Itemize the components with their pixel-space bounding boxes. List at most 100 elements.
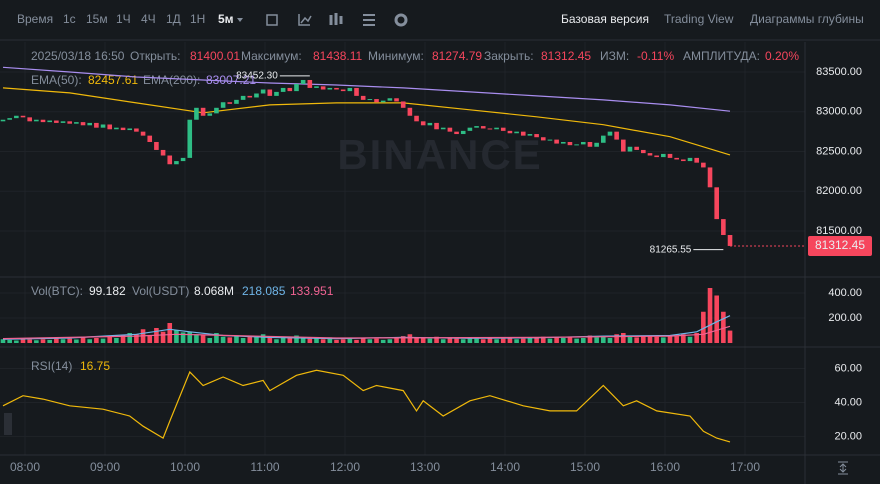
- volume-bar: [494, 339, 499, 343]
- candle: [87, 122, 93, 126]
- volume-bar: [400, 336, 406, 343]
- volume-bar: [674, 336, 679, 343]
- interval[interactable]: 15м: [86, 12, 108, 26]
- candle: [714, 187, 719, 220]
- legend-value: 133.951: [290, 284, 334, 298]
- candle: [94, 122, 99, 128]
- line: [2, 325, 731, 340]
- candle: [220, 102, 226, 108]
- volume-bar: [701, 311, 706, 343]
- volume-bar: [114, 338, 119, 343]
- candle: [407, 107, 413, 116]
- candle: [20, 115, 26, 118]
- line: [2, 87, 731, 156]
- candle: [694, 157, 699, 163]
- candle: [240, 95, 246, 100]
- x-tick-label: 09:00: [90, 460, 120, 474]
- volume-bar: [34, 340, 39, 343]
- volume-bar: [714, 295, 719, 343]
- candle: [601, 135, 606, 143]
- active-interval[interactable]: 5м: [218, 12, 234, 26]
- legend-value: 8.068M: [194, 284, 234, 298]
- panel-handle[interactable]: [4, 413, 12, 435]
- volume-bar: [220, 336, 226, 343]
- volume-bar: [374, 338, 379, 343]
- candle: [587, 141, 593, 147]
- candle: [347, 87, 353, 92]
- candle: [187, 119, 193, 158]
- candle: [307, 79, 313, 88]
- info-label: АМПЛИТУДА:: [683, 49, 760, 63]
- volume-bar: [681, 334, 686, 343]
- volume-bar: [721, 311, 726, 343]
- interval[interactable]: 1Н: [190, 12, 205, 26]
- scroll-icon[interactable]: [838, 461, 848, 475]
- info-value: 0.20%: [765, 49, 799, 63]
- info-line: 2025/03/18 16:50 Открыть: 81400.01 Макси…: [31, 49, 799, 63]
- candle: [434, 122, 439, 130]
- interval[interactable]: 1Ч: [116, 12, 131, 26]
- candle: [47, 120, 52, 123]
- candle: [254, 93, 259, 98]
- volume-bar: [307, 338, 313, 343]
- volume-bar: [254, 336, 259, 343]
- volume-bar: [260, 334, 266, 343]
- interval[interactable]: Время: [17, 12, 53, 26]
- volume-bar: [300, 337, 306, 343]
- x-tick-label: 13:00: [410, 460, 440, 474]
- volume-bar: [167, 323, 173, 343]
- candle: [54, 120, 59, 123]
- volume-bar: [474, 338, 479, 343]
- candle: [140, 131, 146, 136]
- volume-bar: [347, 338, 353, 343]
- draw-icon[interactable]: [298, 14, 312, 26]
- view-tab[interactable]: Trading View: [664, 12, 734, 26]
- volume-bar: [234, 336, 239, 343]
- interval[interactable]: 1с: [63, 12, 76, 26]
- candle: [107, 124, 113, 130]
- volume-bar: [320, 339, 326, 343]
- candle: [460, 130, 466, 135]
- view-tab[interactable]: Базовая версия: [561, 12, 649, 26]
- volume-bar: [40, 339, 46, 343]
- y-tick-label: 81500.00: [816, 225, 862, 237]
- volume-bar: [380, 339, 386, 343]
- candle: [180, 157, 186, 162]
- candle: [154, 141, 159, 150]
- volume-bar: [707, 288, 713, 343]
- volume-bar: [634, 337, 639, 343]
- view-tab[interactable]: Диаграммы глубины: [750, 12, 864, 26]
- legend-label: RSI(14): [31, 359, 72, 373]
- volume-bar: [454, 338, 459, 343]
- volume-bar: [67, 338, 72, 343]
- template-icon[interactable]: [363, 14, 375, 26]
- volume-bar: [661, 337, 666, 343]
- volume-bar: [54, 338, 59, 343]
- candle: [314, 86, 319, 88]
- x-tick-label: 11:00: [250, 460, 279, 474]
- candle: [354, 87, 359, 96]
- indicator-icon[interactable]: [266, 14, 278, 26]
- candle: [641, 149, 646, 154]
- volume-bar: [427, 338, 433, 343]
- volume-bar: [480, 339, 486, 343]
- candles-icon[interactable]: [329, 13, 343, 25]
- interval[interactable]: 1Д: [166, 12, 181, 26]
- candle: [134, 128, 139, 132]
- candle: [447, 127, 453, 132]
- volume-bar: [607, 338, 613, 343]
- line: [2, 369, 731, 443]
- volume-bar: [200, 335, 206, 343]
- annotation: 83452.30: [236, 70, 278, 81]
- candle: [574, 144, 579, 146]
- interval[interactable]: 4Ч: [141, 12, 156, 26]
- dropdown-icon[interactable]: [237, 18, 243, 22]
- settings-icon[interactable]: [394, 13, 408, 27]
- candle: [280, 87, 286, 92]
- candle: [127, 128, 133, 131]
- candle: [527, 134, 533, 136]
- volume-bar: [487, 337, 493, 343]
- volume-bar: [94, 338, 99, 343]
- volume-bar: [274, 339, 279, 343]
